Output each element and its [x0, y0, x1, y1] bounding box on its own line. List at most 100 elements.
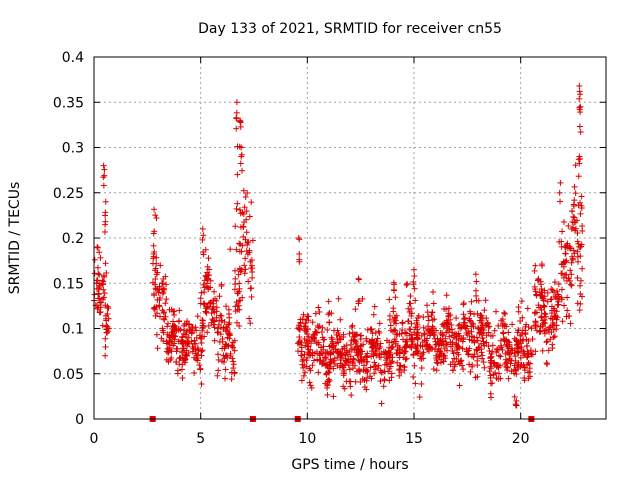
- data-point: [101, 228, 108, 235]
- data-point: [360, 367, 367, 374]
- data-point: [425, 325, 432, 332]
- data-point: [390, 343, 397, 350]
- data-point: [562, 271, 569, 278]
- data-point: [199, 327, 206, 334]
- y-axis-label: SRMTID / TECUs: [7, 182, 23, 295]
- data-point: [425, 328, 432, 335]
- data-point: [551, 313, 558, 320]
- data-point: [200, 281, 207, 288]
- data-point: [479, 352, 486, 359]
- data-point: [296, 258, 303, 265]
- data-point: [574, 238, 581, 245]
- data-point: [430, 289, 437, 296]
- data-point: [502, 310, 509, 317]
- data-point: [497, 353, 504, 360]
- data-point: [226, 314, 233, 321]
- data-point: [494, 345, 501, 352]
- data-point: [576, 160, 583, 167]
- data-point: [479, 335, 486, 342]
- data-point: [316, 308, 323, 315]
- data-point: [102, 335, 109, 342]
- data-point: [441, 345, 448, 352]
- data-point: [500, 330, 507, 337]
- data-point: [528, 351, 535, 358]
- data-point: [233, 205, 240, 212]
- data-point: [102, 260, 109, 267]
- data-point: [159, 307, 166, 314]
- data-point: [367, 364, 374, 371]
- data-point: [441, 305, 448, 312]
- data-point: [499, 316, 506, 323]
- data-point: [411, 273, 418, 280]
- data-point: [321, 354, 328, 361]
- data-point: [443, 292, 450, 299]
- data-point: [182, 333, 189, 340]
- data-point: [215, 356, 222, 363]
- data-point: [485, 343, 492, 350]
- data-point: [101, 166, 108, 173]
- data-point: [204, 263, 211, 270]
- data-point: [358, 342, 365, 349]
- data-point: [199, 236, 206, 243]
- data-point: [201, 301, 208, 308]
- data-point: [244, 190, 251, 197]
- data-point: [386, 377, 393, 384]
- data-point: [154, 345, 161, 352]
- data-point: [337, 316, 344, 323]
- data-point: [456, 382, 463, 389]
- data-point: [504, 358, 511, 365]
- data-point: [295, 339, 302, 346]
- data-point: [577, 282, 584, 289]
- data-point: [457, 325, 464, 332]
- data-point: [299, 358, 306, 365]
- data-point: [100, 182, 107, 189]
- data-point: [205, 255, 212, 262]
- data-point: [103, 317, 110, 324]
- data-point: [233, 125, 240, 132]
- data-point: [410, 351, 417, 358]
- data-point: [458, 324, 465, 331]
- data-point: [237, 123, 244, 130]
- data-point: [578, 277, 585, 284]
- data-point: [402, 343, 409, 350]
- data-point: [102, 221, 109, 228]
- data-point: [209, 316, 216, 323]
- data-point: [213, 297, 220, 304]
- data-point: [308, 384, 315, 391]
- data-point: [390, 279, 397, 286]
- data-point: [238, 144, 245, 151]
- data-point: [91, 256, 98, 263]
- data-point: [96, 309, 103, 316]
- data-point: [440, 323, 447, 330]
- data-point: [568, 271, 575, 278]
- data-point: [501, 321, 508, 328]
- data-point: [243, 229, 250, 236]
- data-point: [495, 322, 502, 329]
- data-point: [541, 330, 548, 337]
- data-point: [437, 336, 444, 343]
- data-point: [496, 352, 503, 359]
- data-point: [233, 114, 240, 121]
- data-point: [571, 183, 578, 190]
- data-point: [205, 304, 212, 311]
- data-point: [577, 91, 584, 98]
- data-point: [488, 360, 495, 367]
- data-point: [524, 353, 531, 360]
- data-point: [550, 289, 557, 296]
- data-point: [380, 383, 387, 390]
- data-point: [335, 350, 342, 357]
- y-tick-label: 0.2: [62, 231, 84, 247]
- data-point: [354, 350, 361, 357]
- data-point: [443, 329, 450, 336]
- data-point: [562, 250, 569, 257]
- data-point: [429, 345, 436, 352]
- data-point: [237, 241, 244, 248]
- data-point: [436, 347, 443, 354]
- data-point: [430, 300, 437, 307]
- data-point: [348, 392, 355, 399]
- x-tick-label: 20: [512, 431, 530, 447]
- data-point: [376, 320, 383, 327]
- data-point: [305, 317, 312, 324]
- data-point: [162, 273, 169, 280]
- data-point: [236, 143, 243, 150]
